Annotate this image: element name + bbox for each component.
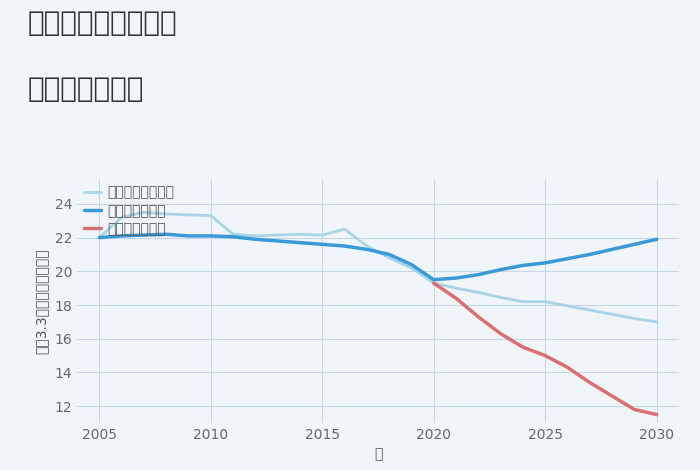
ノーマルシナリオ	[206, 213, 215, 219]
ノーマルシナリオ	[363, 243, 371, 249]
グッドシナリオ	[118, 233, 126, 239]
ノーマルシナリオ	[541, 299, 550, 305]
グッドシナリオ	[229, 234, 237, 240]
グッドシナリオ	[363, 247, 371, 252]
Legend: ノーマルシナリオ, グッドシナリオ, バッドシナリオ: ノーマルシナリオ, グッドシナリオ, バッドシナリオ	[84, 186, 174, 236]
バッドシナリオ	[474, 314, 482, 320]
グッドシナリオ	[519, 263, 527, 268]
Y-axis label: 坪（3.3㎡）単価（万円）: 坪（3.3㎡）単価（万円）	[35, 248, 49, 353]
バッドシナリオ	[608, 393, 616, 399]
グッドシナリオ	[340, 243, 349, 249]
グッドシナリオ	[541, 260, 550, 266]
ノーマルシナリオ	[340, 227, 349, 232]
グッドシナリオ	[296, 240, 304, 245]
バッドシナリオ	[452, 296, 460, 301]
ノーマルシナリオ	[586, 307, 594, 313]
ノーマルシナリオ	[318, 232, 326, 238]
グッドシナリオ	[608, 247, 616, 252]
グッドシナリオ	[140, 232, 148, 238]
グッドシナリオ	[274, 238, 282, 244]
グッドシナリオ	[251, 236, 260, 242]
X-axis label: 年: 年	[374, 447, 382, 462]
Line: ノーマルシナリオ: ノーマルシナリオ	[99, 212, 657, 322]
ノーマルシナリオ	[184, 212, 192, 218]
ノーマルシナリオ	[564, 303, 572, 309]
バッドシナリオ	[430, 280, 438, 286]
Text: 千葉県匝瑳市飯倉の: 千葉県匝瑳市飯倉の	[28, 9, 178, 38]
ノーマルシナリオ	[385, 255, 393, 261]
バッドシナリオ	[541, 353, 550, 359]
ノーマルシナリオ	[496, 295, 505, 300]
グッドシナリオ	[162, 231, 170, 237]
グッドシナリオ	[496, 267, 505, 273]
グッドシナリオ	[184, 233, 192, 239]
バッドシナリオ	[652, 412, 661, 417]
ノーマルシナリオ	[474, 290, 482, 295]
バッドシナリオ	[519, 345, 527, 350]
Line: グッドシナリオ: グッドシナリオ	[99, 234, 657, 280]
ノーマルシナリオ	[407, 265, 416, 271]
グッドシナリオ	[385, 251, 393, 257]
グッドシナリオ	[452, 275, 460, 281]
ノーマルシナリオ	[296, 231, 304, 237]
グッドシナリオ	[318, 242, 326, 247]
バッドシナリオ	[630, 407, 638, 412]
ノーマルシナリオ	[118, 214, 126, 220]
バッドシナリオ	[586, 380, 594, 385]
グッドシナリオ	[430, 277, 438, 282]
グッドシナリオ	[564, 256, 572, 261]
ノーマルシナリオ	[652, 319, 661, 325]
ノーマルシナリオ	[630, 316, 638, 321]
グッドシナリオ	[95, 235, 104, 241]
グッドシナリオ	[586, 251, 594, 257]
ノーマルシナリオ	[162, 211, 170, 217]
グッドシナリオ	[206, 233, 215, 239]
ノーマルシナリオ	[608, 312, 616, 317]
Line: バッドシナリオ: バッドシナリオ	[434, 283, 657, 415]
グッドシナリオ	[474, 272, 482, 277]
ノーマルシナリオ	[251, 233, 260, 239]
ノーマルシナリオ	[519, 299, 527, 305]
グッドシナリオ	[630, 242, 638, 247]
Text: 土地の価格推移: 土地の価格推移	[28, 75, 144, 103]
グッドシナリオ	[652, 236, 661, 242]
バッドシナリオ	[496, 331, 505, 337]
バッドシナリオ	[564, 365, 572, 370]
ノーマルシナリオ	[95, 235, 104, 241]
ノーマルシナリオ	[140, 210, 148, 215]
グッドシナリオ	[407, 262, 416, 267]
ノーマルシナリオ	[229, 231, 237, 237]
ノーマルシナリオ	[452, 285, 460, 291]
ノーマルシナリオ	[430, 280, 438, 286]
ノーマルシナリオ	[274, 232, 282, 238]
